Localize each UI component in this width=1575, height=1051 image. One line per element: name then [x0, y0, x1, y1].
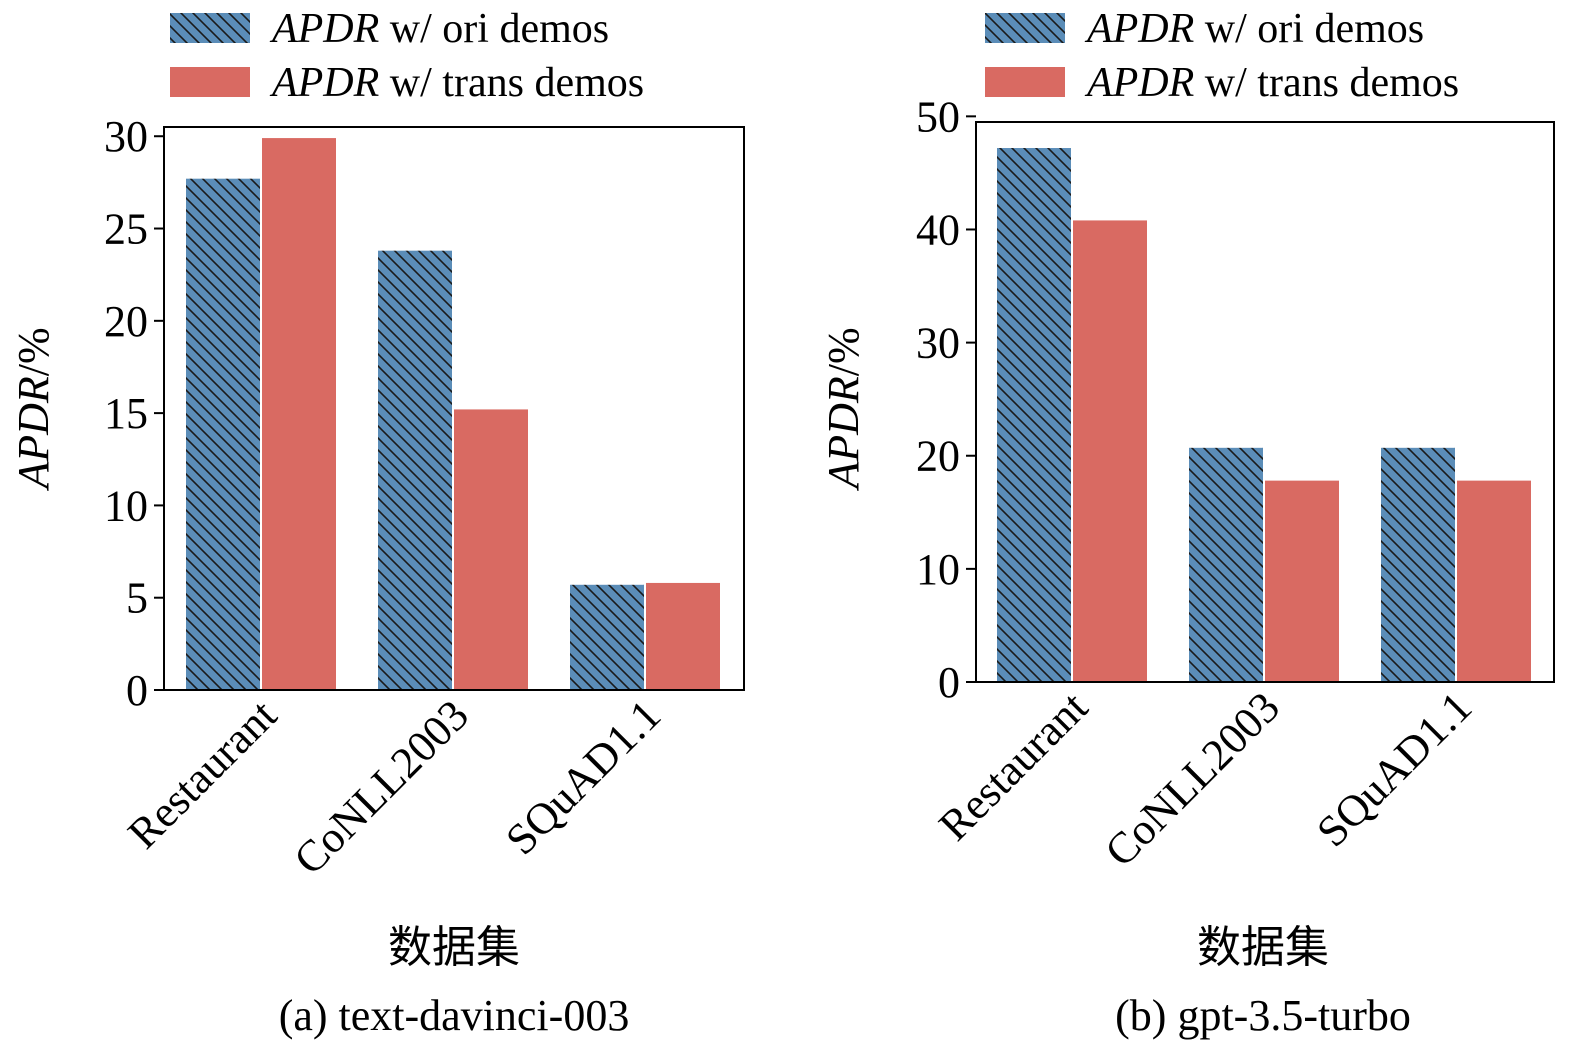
bar-ori-restaurant — [997, 148, 1071, 682]
bar-trans-squad1-1 — [1457, 480, 1531, 682]
y-tick-label: 10 — [104, 481, 148, 530]
plot-frame-b — [975, 121, 1555, 683]
legend-trans-label: APDR w/ trans demos — [269, 60, 644, 106]
bar-trans-restaurant — [1073, 220, 1147, 682]
legend-ori-label: APDR w/ ori demos — [269, 6, 609, 52]
y-tick-label: 0 — [126, 666, 148, 715]
y-tick-label: 50 — [916, 92, 960, 141]
x-tick-label: CoNLL2003 — [284, 690, 478, 884]
y-axis-label-b: APDR/% — [819, 327, 868, 491]
bar-trans-conll2003 — [454, 409, 528, 690]
y-tick-label: 25 — [104, 205, 148, 254]
y-tick-label: 30 — [104, 112, 148, 161]
bars-b — [997, 148, 1531, 682]
chart-title-b: (b) gpt-3.5-turbo — [1115, 991, 1411, 1040]
legend-ori-label: APDR w/ ori demos — [1084, 6, 1424, 52]
bar-ori-restaurant — [186, 178, 260, 690]
legend-ori-swatch — [170, 13, 250, 43]
chart-b: APDR w/ ori demos APDR w/ trans demos 0 1… — [819, 6, 1555, 1040]
y-tick-label: 5 — [126, 574, 148, 623]
x-tick-label: SQuAD1.1 — [1307, 682, 1481, 856]
y-axis-a: 0 5 10 15 20 25 30 — [104, 112, 164, 715]
legend-trans-label: APDR w/ trans demos — [1084, 60, 1459, 106]
chart-a: APDR w/ ori demos APDR w/ trans demos 0 5… — [9, 6, 745, 1040]
legend-b: APDR w/ ori demos APDR w/ trans demos — [985, 6, 1459, 106]
legend-ori-swatch — [985, 13, 1065, 43]
y-tick-label: 30 — [916, 319, 960, 368]
y-tick-label: 10 — [916, 545, 960, 594]
x-axis-label-a: 数据集 — [388, 923, 520, 972]
bar-ori-squad1-1 — [570, 584, 644, 690]
bar-ori-conll2003 — [1189, 447, 1263, 682]
chart-title-a: (a) text-davinci-003 — [279, 991, 630, 1040]
x-tick-label: CoNLL2003 — [1095, 682, 1289, 876]
x-tick-label: SQuAD1.1 — [496, 690, 670, 864]
bar-trans-restaurant — [262, 138, 336, 690]
legend-a: APDR w/ ori demos APDR w/ trans demos — [170, 6, 644, 106]
y-axis-label-a: APDR/% — [9, 327, 58, 491]
y-tick-label: 20 — [104, 297, 148, 346]
bar-trans-squad1-1 — [646, 582, 720, 690]
x-axis-label-b: 数据集 — [1197, 923, 1329, 972]
y-axis-b: 0 10 20 30 40 50 — [916, 92, 976, 707]
y-tick-label: 15 — [104, 389, 148, 438]
x-tick-label: Restaurant — [929, 682, 1097, 850]
bar-trans-conll2003 — [1265, 480, 1339, 682]
legend-trans-swatch — [985, 67, 1065, 97]
bar-ori-conll2003 — [378, 250, 452, 690]
plot-frame-a — [163, 126, 745, 691]
y-tick-label: 0 — [938, 658, 960, 707]
y-tick-label: 40 — [916, 205, 960, 254]
y-tick-label: 20 — [916, 432, 960, 481]
x-tick-label: Restaurant — [118, 690, 286, 858]
bar-ori-squad1-1 — [1381, 447, 1455, 682]
legend-trans-swatch — [170, 67, 250, 97]
bars-a — [186, 138, 720, 690]
